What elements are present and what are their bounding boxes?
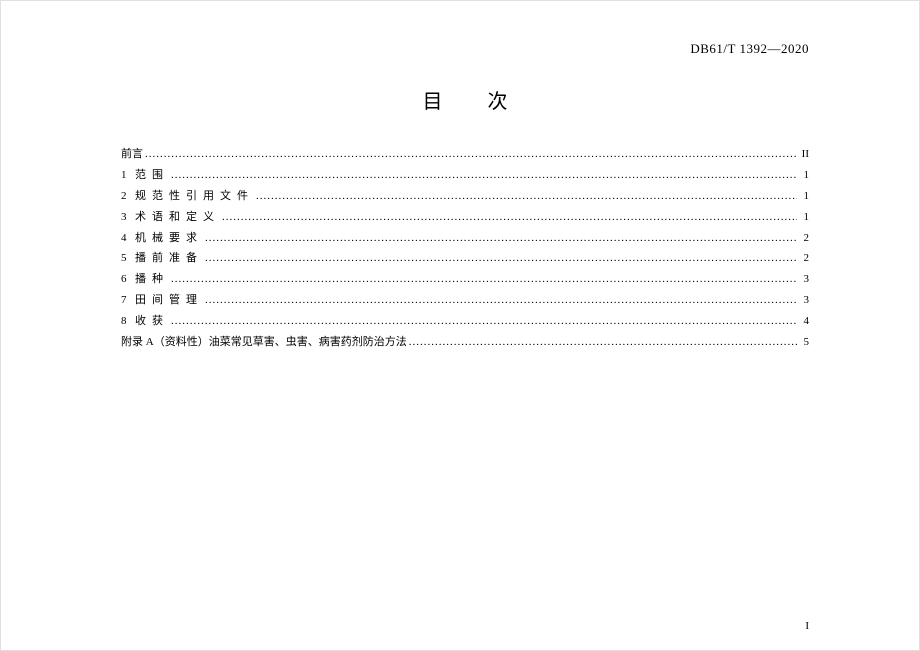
toc-label: 1范围 — [121, 165, 169, 186]
toc-number: 8 — [121, 311, 135, 332]
toc-label: 5播前准备 — [121, 248, 203, 269]
toc-number: 4 — [121, 228, 135, 249]
toc-page: 1 — [797, 207, 809, 228]
toc-text: 播前准备 — [135, 252, 203, 264]
toc-item: 1范围.....................................… — [121, 165, 809, 186]
toc-label: 8收获 — [121, 311, 169, 332]
toc-number: 6 — [121, 269, 135, 290]
toc-text: 收获 — [135, 315, 169, 327]
table-of-contents: 前言......................................… — [121, 144, 809, 353]
toc-label: 4机械要求 — [121, 228, 203, 249]
toc-item: 8收获.....................................… — [121, 311, 809, 332]
toc-item: 4机械要求...................................… — [121, 228, 809, 249]
toc-page: 1 — [797, 186, 809, 207]
toc-item: 附录 A（资料性）油菜常见草害、虫害、病害药剂防治方法.............… — [121, 332, 809, 353]
toc-leader-dots: ........................................… — [143, 144, 797, 165]
toc-label: 附录 A（资料性）油菜常见草害、虫害、病害药剂防治方法 — [121, 332, 407, 353]
toc-text: 机械要求 — [135, 232, 203, 244]
toc-label: 2规范性引用文件 — [121, 186, 254, 207]
toc-page: II — [797, 144, 809, 165]
page-number: I — [805, 620, 809, 632]
toc-text: 田间管理 — [135, 294, 203, 306]
toc-page: 4 — [797, 311, 809, 332]
toc-item: 6播种.....................................… — [121, 269, 809, 290]
toc-leader-dots: ........................................… — [169, 269, 797, 290]
toc-item: 2规范性引用文件................................… — [121, 186, 809, 207]
toc-page: 3 — [797, 269, 809, 290]
toc-leader-dots: ........................................… — [407, 332, 797, 353]
toc-leader-dots: ........................................… — [169, 165, 797, 186]
toc-label: 7田间管理 — [121, 290, 203, 311]
toc-number: 5 — [121, 248, 135, 269]
toc-number: 3 — [121, 207, 135, 228]
toc-item: 7田间管理...................................… — [121, 290, 809, 311]
page-title: 目次 — [121, 85, 809, 114]
toc-page: 3 — [797, 290, 809, 311]
toc-leader-dots: ........................................… — [254, 186, 797, 207]
toc-page: 1 — [797, 165, 809, 186]
toc-number: 1 — [121, 165, 135, 186]
toc-label: 前言 — [121, 144, 143, 165]
toc-text: 术语和定义 — [135, 211, 220, 223]
toc-text: 前言 — [121, 148, 143, 160]
toc-page: 2 — [797, 248, 809, 269]
toc-page: 5 — [797, 332, 809, 353]
document-number: DB61/T 1392—2020 — [121, 41, 809, 57]
toc-text: 规范性引用文件 — [135, 190, 254, 202]
toc-label: 3术语和定义 — [121, 207, 220, 228]
toc-page: 2 — [797, 228, 809, 249]
toc-text: 范围 — [135, 169, 169, 181]
toc-leader-dots: ........................................… — [203, 290, 797, 311]
toc-label: 6播种 — [121, 269, 169, 290]
toc-leader-dots: ........................................… — [203, 228, 797, 249]
toc-text: 附录 A（资料性）油菜常见草害、虫害、病害药剂防治方法 — [121, 336, 407, 348]
toc-text: 播种 — [135, 273, 169, 285]
toc-item: 前言......................................… — [121, 144, 809, 165]
toc-leader-dots: ........................................… — [169, 311, 797, 332]
toc-item: 5播前准备...................................… — [121, 248, 809, 269]
toc-number: 2 — [121, 186, 135, 207]
toc-number: 7 — [121, 290, 135, 311]
toc-leader-dots: ........................................… — [203, 248, 797, 269]
toc-leader-dots: ........................................… — [220, 207, 797, 228]
toc-item: 3术语和定义..................................… — [121, 207, 809, 228]
